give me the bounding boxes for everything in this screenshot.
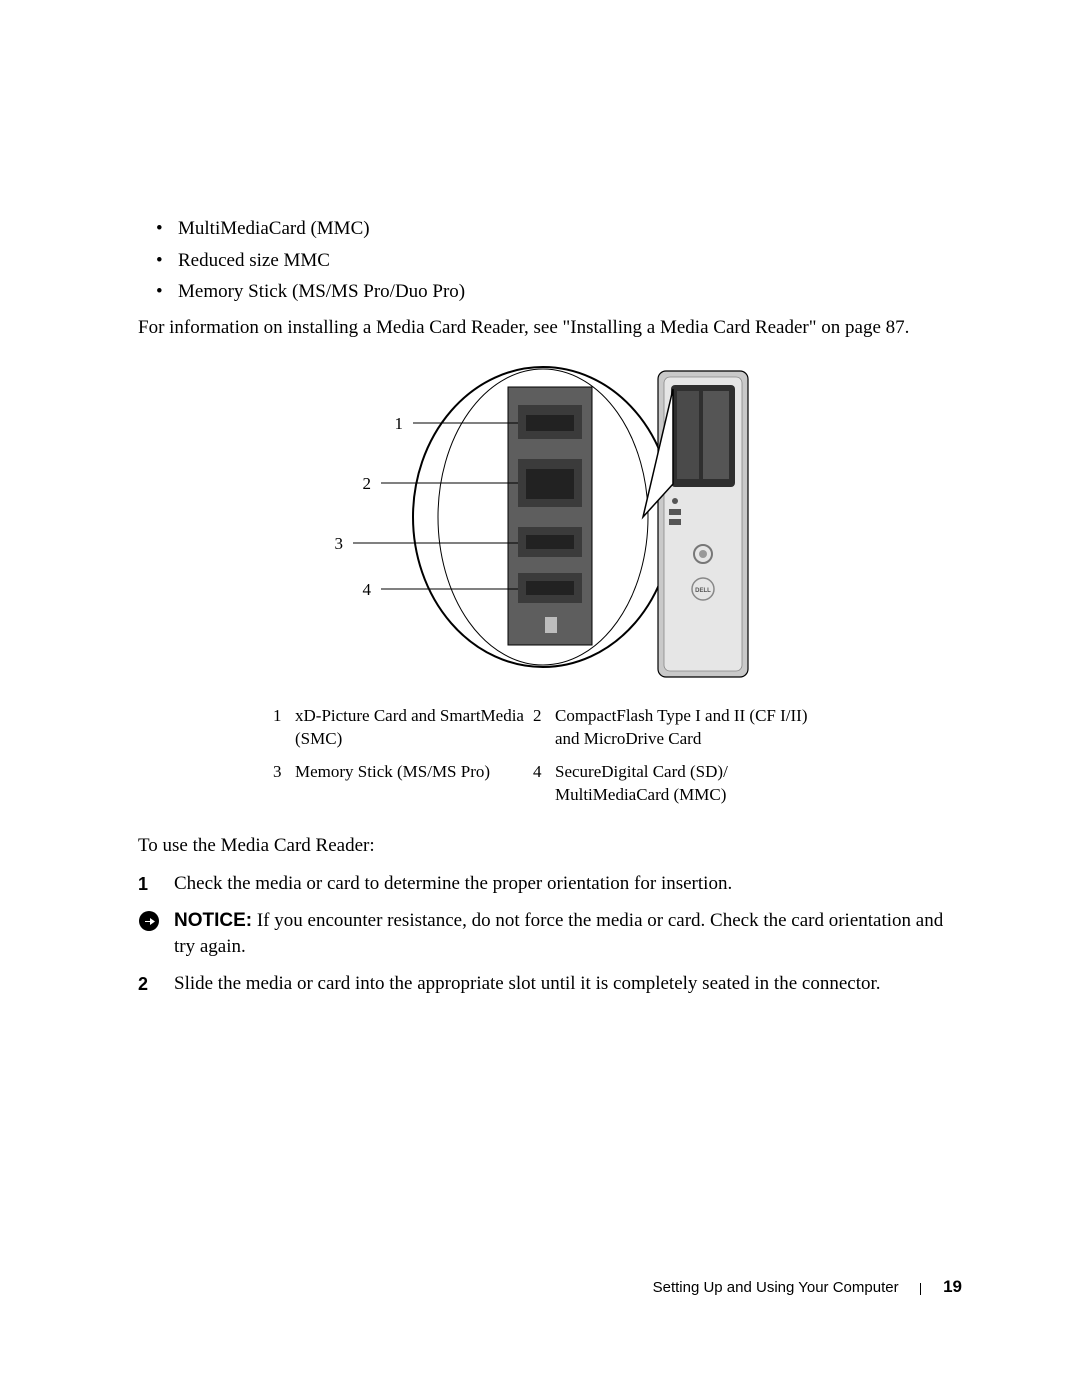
- page: MultiMediaCard (MMC) Reduced size MMC Me…: [0, 0, 1080, 1397]
- legend-num: 4: [533, 761, 555, 807]
- info-paragraph: For information on installing a Media Ca…: [138, 314, 968, 342]
- media-card-reader-diagram: DELL: [313, 359, 793, 689]
- step-1: 1 Check the media or card to determine t…: [138, 871, 968, 898]
- svg-text:DELL: DELL: [695, 588, 711, 594]
- legend-text: xD-Picture Card and SmartMedia (SMC): [295, 705, 533, 751]
- step-2: 2 Slide the media or card into the appro…: [138, 971, 968, 998]
- notice-text: If you encounter resistance, do not forc…: [174, 910, 943, 958]
- legend-row: 3 Memory Stick (MS/MS Pro) 4 SecureDigit…: [273, 761, 833, 807]
- page-footer: Setting Up and Using Your Computer 19: [0, 1277, 1080, 1297]
- legend-text: SecureDigital Card (SD)/ MultiMediaCard …: [555, 761, 833, 807]
- legend-num: 3: [273, 761, 295, 807]
- legend-num: 1: [273, 705, 295, 751]
- footer-page-number: 19: [943, 1277, 962, 1296]
- figure: DELL: [138, 359, 968, 689]
- legend-text: CompactFlash Type I and II (CF I/II) and…: [555, 705, 833, 751]
- content-area: MultiMediaCard (MMC) Reduced size MMC Me…: [138, 215, 968, 1007]
- callout-4: 4: [363, 580, 372, 599]
- notice: NOTICE: If you encounter resistance, do …: [138, 908, 968, 961]
- figure-legend: 1 xD-Picture Card and SmartMedia (SMC) 2…: [273, 705, 833, 807]
- callout-3: 3: [335, 534, 344, 553]
- instructions-lead: To use the Media Card Reader:: [138, 835, 968, 857]
- callout-1: 1: [395, 414, 404, 433]
- footer-section: Setting Up and Using Your Computer: [653, 1279, 899, 1296]
- legend-num: 2: [533, 705, 555, 751]
- step-text: Slide the media or card into the appropr…: [174, 971, 968, 998]
- notice-body: NOTICE: If you encounter resistance, do …: [174, 908, 968, 961]
- legend-row: 1 xD-Picture Card and SmartMedia (SMC) 2…: [273, 705, 833, 751]
- notice-label: NOTICE:: [174, 910, 252, 931]
- step-number: 1: [138, 871, 174, 898]
- step-number: 2: [138, 971, 174, 998]
- callout-2: 2: [363, 474, 372, 493]
- list-item: MultiMediaCard (MMC): [178, 215, 968, 243]
- notice-icon: [138, 908, 174, 941]
- card-reader-front: [508, 387, 592, 645]
- step-text: Check the media or card to determine the…: [174, 871, 968, 898]
- list-item: Reduced size MMC: [178, 247, 968, 275]
- card-types-list: MultiMediaCard (MMC) Reduced size MMC Me…: [138, 215, 968, 306]
- list-item: Memory Stick (MS/MS Pro/Duo Pro): [178, 278, 968, 306]
- legend-text: Memory Stick (MS/MS Pro): [295, 761, 533, 807]
- footer-separator: [920, 1283, 921, 1295]
